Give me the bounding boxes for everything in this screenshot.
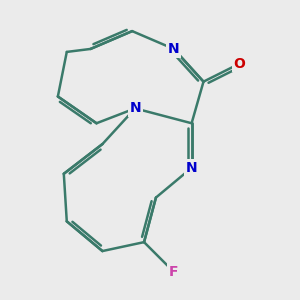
- Text: F: F: [169, 265, 178, 279]
- Text: N: N: [186, 161, 197, 175]
- Text: O: O: [233, 57, 245, 71]
- Text: N: N: [129, 101, 141, 116]
- Text: N: N: [168, 42, 180, 56]
